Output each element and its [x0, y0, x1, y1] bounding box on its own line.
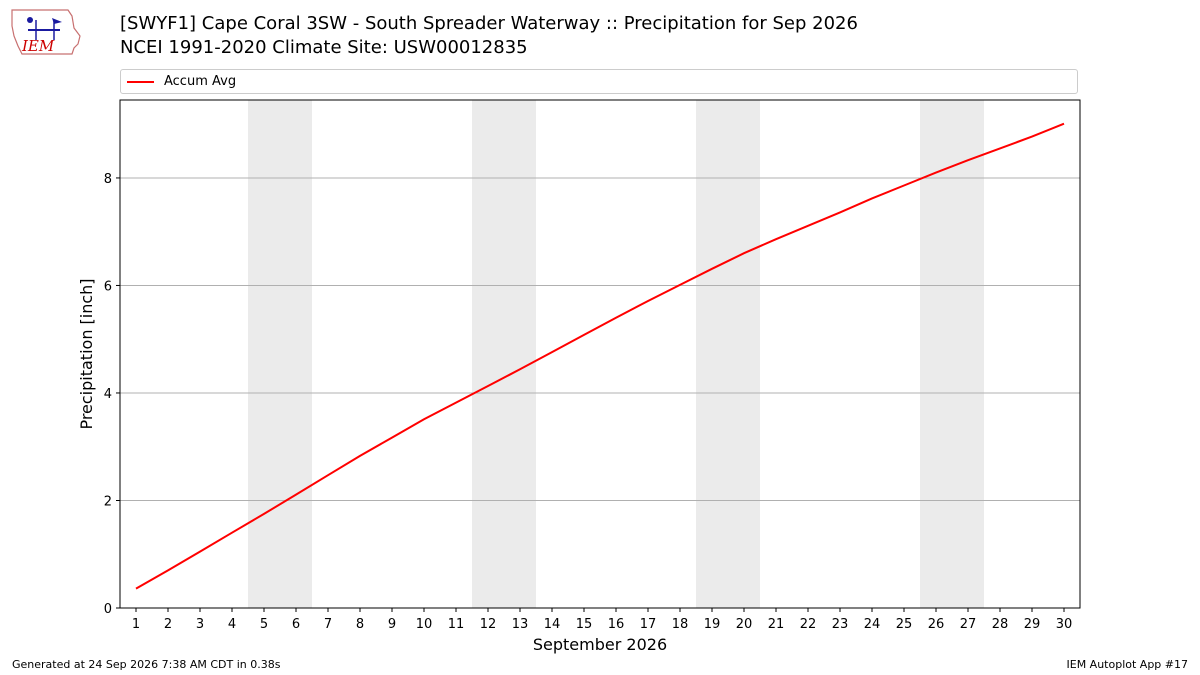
- series-line-accum-avg: [135, 122, 1065, 590]
- svg-text:IEM: IEM: [21, 37, 55, 55]
- weekend-band: [472, 100, 536, 608]
- weekend-band: [248, 100, 312, 608]
- x-tick-label: 7: [324, 617, 332, 632]
- x-tick-label: 28: [992, 617, 1009, 632]
- x-tick-label: 26: [928, 617, 945, 632]
- x-tick-label: 24: [864, 617, 881, 632]
- y-tick-label: 2: [104, 494, 112, 509]
- x-tick-label: 1: [132, 617, 140, 632]
- x-tick-label: 6: [292, 617, 300, 632]
- x-tick-label: 30: [1056, 617, 1073, 632]
- chart-subtitle: NCEI 1991-2020 Climate Site: USW00012835: [120, 37, 528, 58]
- y-tick-label: 6: [104, 279, 112, 294]
- x-tick-label: 25: [896, 617, 913, 632]
- iem-logo: IEM: [8, 6, 82, 58]
- y-axis-label: Precipitation [inch]: [77, 278, 96, 429]
- legend-label: Accum Avg: [164, 74, 237, 89]
- x-tick-label: 16: [608, 617, 625, 632]
- y-tick-label: 8: [104, 172, 112, 187]
- x-tick-label: 5: [260, 617, 268, 632]
- x-tick-label: 3: [196, 617, 204, 632]
- x-tick-label: 21: [768, 617, 785, 632]
- x-tick-label: 22: [800, 617, 817, 632]
- x-tick-label: 15: [576, 617, 593, 632]
- x-tick-label: 11: [448, 617, 465, 632]
- x-tick-label: 23: [832, 617, 849, 632]
- x-tick-label: 12: [480, 617, 497, 632]
- x-tick-label: 27: [960, 617, 977, 632]
- x-tick-label: 19: [704, 617, 721, 632]
- chart-title: [SWYF1] Cape Coral 3SW - South Spreader …: [120, 13, 858, 34]
- y-tick-label: 4: [104, 387, 112, 402]
- x-tick-label: 13: [512, 617, 529, 632]
- x-tick-label: 17: [640, 617, 657, 632]
- x-tick-label: 9: [388, 617, 396, 632]
- weekend-band: [696, 100, 760, 608]
- x-tick-label: 14: [544, 617, 561, 632]
- iowa-map-icon: IEM: [11, 9, 81, 55]
- x-tick-label: 20: [736, 617, 753, 632]
- app-label: IEM Autoplot App #17: [1066, 658, 1189, 671]
- x-tick-label: 8: [356, 617, 364, 632]
- x-tick-label: 2: [164, 617, 172, 632]
- generated-timestamp: Generated at 24 Sep 2026 7:38 AM CDT in …: [12, 658, 281, 671]
- y-tick-label: 0: [104, 602, 112, 617]
- plot-frame: [119, 99, 1081, 609]
- x-tick-label: 10: [416, 617, 433, 632]
- weekend-band: [920, 100, 984, 608]
- x-tick-label: 29: [1024, 617, 1041, 632]
- legend: Accum Avg: [120, 69, 1078, 94]
- x-tick-label: 4: [228, 617, 236, 632]
- x-tick-label: 18: [672, 617, 689, 632]
- legend-line-swatch: [127, 81, 154, 83]
- x-axis-label: September 2026: [533, 635, 667, 654]
